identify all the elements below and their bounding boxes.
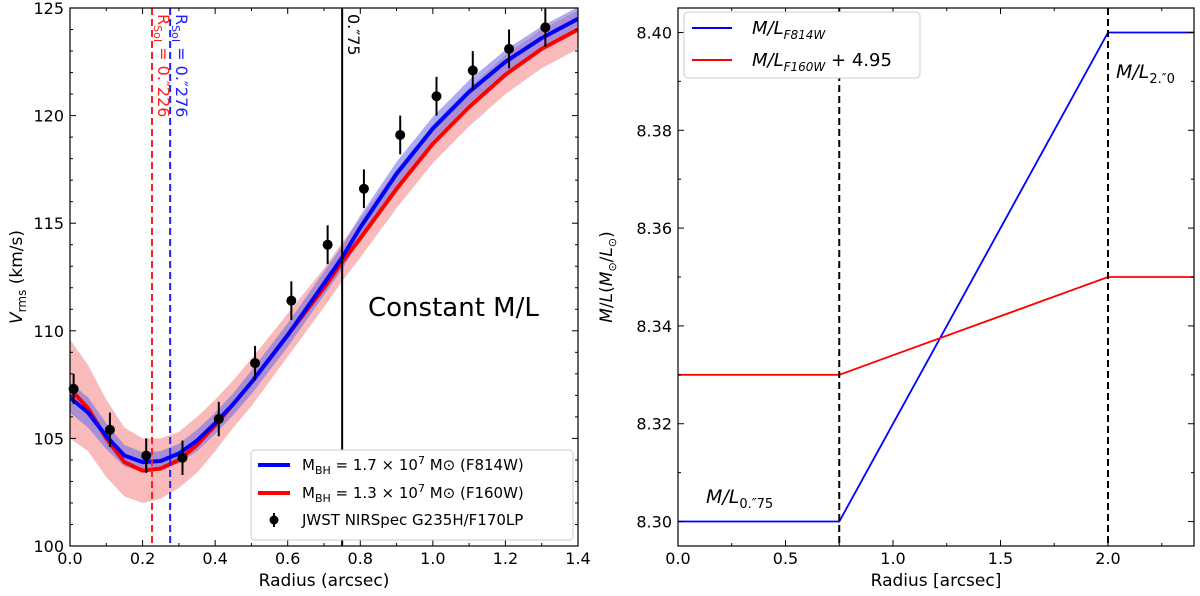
- right-chart-panel: 0.0 0.5 1.0 1.5 2.08.308.328.348.368.388.40 …: [597, 7, 1195, 591]
- x-tick-label: 1.2: [493, 549, 518, 568]
- right-x-axis-label: Radius [arcsec]: [871, 571, 1002, 591]
- y-tick-label: 105: [33, 429, 64, 448]
- data-point: [250, 358, 261, 369]
- x-tick-label: 0.0: [57, 549, 82, 568]
- y-tick-label: 115: [33, 214, 64, 233]
- ml-x-tick-label: 0.5: [773, 549, 798, 568]
- data-point: [213, 414, 224, 425]
- ml-x-tick-label: 2.0: [1095, 549, 1120, 568]
- right-y-axis-label: M/L(M⊙/L⊙): [597, 231, 619, 323]
- legend-jwst-label: JWST NIRSpec G235H/F170LP: [301, 511, 523, 529]
- left-y-axis-label: Vrms (km/s): [7, 230, 29, 324]
- x-tick-label: 1.4: [565, 549, 590, 568]
- left-x-axis-label: Radius (arcsec): [259, 571, 390, 591]
- data-point: [322, 239, 333, 250]
- y-tick-label: 100: [33, 537, 64, 556]
- right-legend: M/LF814W M/LF160W + 4.95: [683, 11, 921, 79]
- data-point: [431, 91, 442, 102]
- ml-x-tick-label: 0.0: [665, 549, 690, 568]
- band-f814w: [70, 8, 578, 472]
- data-point: [395, 129, 406, 140]
- ml-y-tick-label: 8.40: [636, 23, 672, 42]
- ml-x-tick-label: 1.0: [880, 549, 905, 568]
- ml-series-line-0: [678, 31, 1194, 523]
- series-line-f814w: [70, 17, 578, 465]
- ml-y-tick-label: 8.34: [636, 317, 672, 336]
- ml-y-tick-label: 8.32: [636, 415, 672, 434]
- left-legend: MBH = 1.7 × 107 M⊙ (F814W) MBH = 1.3 × 1…: [250, 449, 574, 541]
- x-tick-label: 1.0: [420, 549, 445, 568]
- ml-y-tick-label: 8.36: [636, 219, 672, 238]
- vline-label-1: RSoI = 0.″276: [169, 14, 191, 117]
- left-chart-panel: 0.0 0.2 0.4 0.6 0.8 1.0 1.2 1.4 100 105 110 115 120 1…: [7, 0, 591, 591]
- right-legend-box: [683, 11, 921, 79]
- x-tick-label: 0.6: [275, 549, 300, 568]
- legend-f160w-label: MBH = 1.3 × 107 M⊙ (F160W): [302, 482, 524, 505]
- y-tick-label: 120: [33, 107, 64, 126]
- legend-ml-f814w-label: M/LF814W: [752, 18, 826, 42]
- data-point: [141, 450, 152, 461]
- data-point: [504, 43, 515, 54]
- y-tick-label: 110: [33, 322, 64, 341]
- constant-ml-annotation: Constant M/L: [368, 293, 539, 323]
- left-legend-box: [250, 449, 574, 541]
- ml-20-annotation: M/L2.″0: [1116, 61, 1175, 87]
- x-tick-label: 0.8: [348, 549, 373, 568]
- vline-label-2: 0.″75: [344, 14, 363, 56]
- ml-series-line-1: [678, 276, 1194, 376]
- legend-f814w-label: MBH = 1.7 × 107 M⊙ (F814W): [302, 454, 524, 477]
- data-point: [358, 183, 369, 194]
- data-point: [540, 22, 551, 33]
- vline-label-0: RSoI = 0.″226: [151, 14, 173, 117]
- data-point: [104, 424, 115, 435]
- ml-075-annotation: M/L0.″75: [706, 486, 773, 512]
- x-tick-label: 0.4: [202, 549, 227, 568]
- data-point: [286, 295, 297, 306]
- ml-y-tick-label: 8.30: [636, 513, 672, 532]
- data-point: [68, 383, 79, 394]
- x-tick-label: 0.2: [130, 549, 155, 568]
- ml-y-tick-label: 8.38: [636, 121, 672, 140]
- band-f160w: [70, 10, 578, 503]
- legend-jwst-marker: [269, 515, 279, 525]
- y-tick-label: 125: [33, 0, 64, 18]
- data-point: [177, 452, 188, 463]
- ml-x-tick-label: 1.5: [988, 549, 1013, 568]
- data-point: [467, 65, 478, 76]
- legend-ml-f160w-label: M/LF160W + 4.95: [752, 50, 892, 74]
